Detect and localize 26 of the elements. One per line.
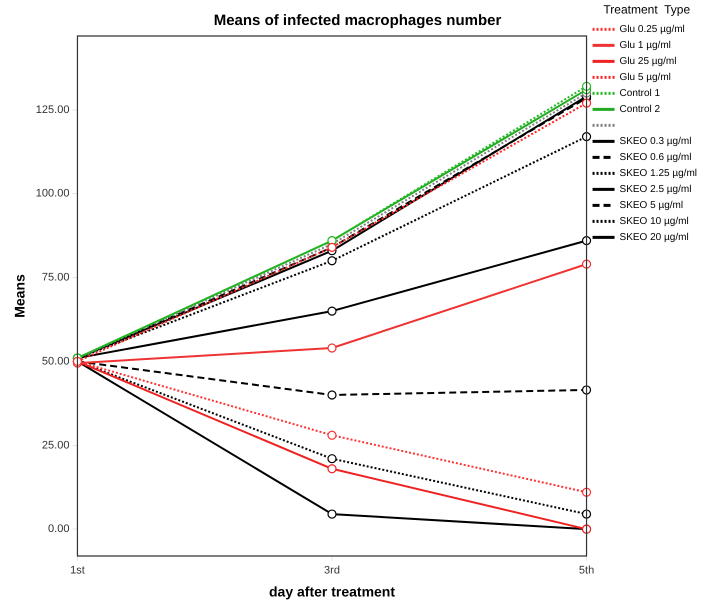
legend-label: Glu 1 µg/ml (620, 40, 671, 52)
legend-label: SKEO 0.6 µg/ml (620, 152, 692, 164)
x-axis-title: day after treatment (268, 583, 396, 600)
legend-title: Treatment Type (603, 2, 690, 16)
legend-label: SKEO 20 µg/ml (620, 232, 689, 244)
y-tick-label: 75.00 (42, 272, 70, 284)
y-tick-label: 50.00 (42, 355, 70, 368)
legend-label: SKEO 1.25 µg/ml (620, 168, 698, 180)
x-tick-label: 5th (578, 564, 594, 577)
y-tick-label: 125.00 (36, 104, 70, 116)
y-tick-label: 25.00 (42, 439, 70, 452)
legend-label: Glu 25 µg/ml (620, 56, 676, 68)
y-axis-title: Means (11, 274, 28, 318)
y-tick-label: 100.00 (36, 188, 70, 200)
x-tick-label: 1st (70, 564, 85, 577)
legend-label: Glu 5 µg/ml (620, 72, 671, 84)
legend-label: Glu 0.25 µg/ml (620, 24, 685, 36)
legend-label: SKEO 0.3 µg/ml (620, 136, 692, 148)
y-tick-label: 0.00 (48, 523, 70, 536)
legend-label: Control 1 (620, 88, 661, 100)
x-tick-label: 3rd (324, 564, 340, 577)
legend-label: SKEO 5 µg/ml (620, 200, 684, 212)
legend-label: SKEO 10 µg/ml (620, 216, 689, 228)
legend-label: Control 2 (620, 104, 661, 116)
chart-title: Means of infected macrophages number (214, 12, 502, 30)
legend-label: SKEO 2.5 µg/ml (620, 184, 692, 196)
